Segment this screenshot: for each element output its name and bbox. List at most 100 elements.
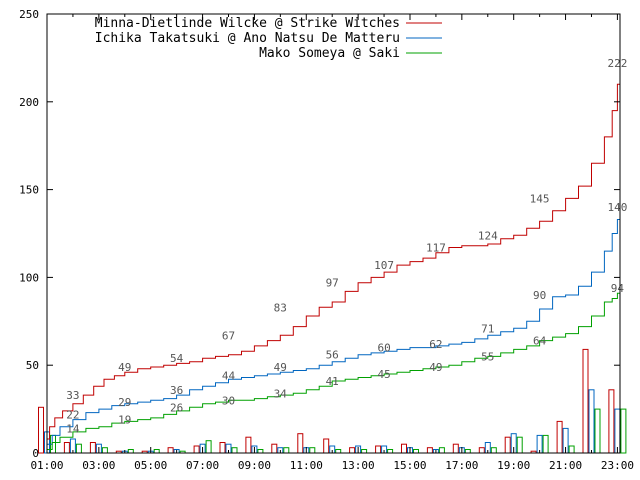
y-tick-label: 50 <box>26 359 39 372</box>
data-label: 107 <box>374 259 394 272</box>
count-bar <box>588 389 595 454</box>
data-label: 19 <box>118 414 131 427</box>
y-tick-label: 0 <box>32 447 39 460</box>
x-tick-label: 19:00 <box>497 459 530 472</box>
count-bar <box>245 436 252 454</box>
x-tick-label: 23:00 <box>601 459 634 472</box>
data-label: 33 <box>66 389 79 402</box>
count-bar <box>542 434 549 454</box>
data-label: 94 <box>611 282 625 295</box>
data-label: 55 <box>481 350 494 363</box>
count-bar <box>349 447 356 454</box>
data-label: 44 <box>222 370 236 383</box>
y-tick-label: 100 <box>19 271 39 284</box>
count-bar <box>438 447 445 454</box>
data-label: 90 <box>533 289 546 302</box>
x-tick-label: 15:00 <box>393 459 426 472</box>
data-label: 71 <box>481 322 494 335</box>
count-bar <box>205 440 212 454</box>
data-label: 97 <box>326 277 339 290</box>
count-bar <box>556 420 563 454</box>
count-bar <box>516 436 523 454</box>
count-bar <box>614 408 621 454</box>
count-bar <box>478 447 485 454</box>
count-bar <box>271 443 278 454</box>
x-tick-label: 13:00 <box>342 459 375 472</box>
count-bar <box>309 447 316 454</box>
data-label: 49 <box>118 361 131 374</box>
x-tick-label: 17:00 <box>445 459 478 472</box>
data-label: 14 <box>66 422 80 435</box>
data-label: 34 <box>274 387 288 400</box>
x-tick-label: 09:00 <box>238 459 271 472</box>
data-label: 56 <box>326 349 339 362</box>
count-bar <box>594 408 601 454</box>
data-label: 60 <box>377 342 390 355</box>
count-bar <box>426 447 433 454</box>
count-bar <box>219 442 226 454</box>
data-label: 145 <box>530 192 550 205</box>
data-label: 64 <box>533 335 547 348</box>
count-bar <box>257 449 264 454</box>
data-label: 29 <box>118 396 131 409</box>
axes: 0 50 100 150 200 250 01:00 03:00 05:00 07:00 09:00… <box>19 8 634 472</box>
data-label: 54 <box>170 352 184 365</box>
x-tick-label: 03:00 <box>82 459 115 472</box>
count-bar <box>323 438 330 454</box>
count-bar <box>375 445 382 454</box>
count-bar <box>167 447 174 454</box>
data-label: 222 <box>607 57 627 70</box>
count-bar <box>101 447 108 454</box>
series-line <box>47 63 621 440</box>
data-label: 45 <box>377 368 390 381</box>
count-bar <box>75 443 82 454</box>
x-tick-label: 07:00 <box>186 459 219 472</box>
legend-label: Minna-Dietlinde Wilcke @ Strike Witches <box>95 16 400 31</box>
count-bar <box>504 436 511 454</box>
count-bar <box>89 442 96 454</box>
count-bar <box>452 443 459 454</box>
x-tick-label: 01:00 <box>30 459 63 472</box>
data-label: 30 <box>222 394 235 407</box>
count-bar <box>413 449 419 454</box>
legend: Minna-Dietlinde Wilcke @ Strike WitchesI… <box>95 16 442 61</box>
y-tick-label: 200 <box>19 96 39 109</box>
data-label: 62 <box>429 338 442 351</box>
series-line <box>47 287 621 450</box>
count-bar <box>568 445 575 454</box>
data-label: 22 <box>66 408 79 421</box>
data-label: 83 <box>274 301 287 314</box>
legend-label: Mako Someya @ Saki <box>259 46 400 61</box>
count-bar <box>63 442 70 454</box>
count-bar <box>231 447 238 454</box>
x-tick-label: 11:00 <box>290 459 323 472</box>
y-tick-label: 150 <box>19 184 39 197</box>
count-bar <box>361 449 368 454</box>
legend-label: Ichika Takatsuki @ Ano Natsu De Matteru <box>95 31 400 46</box>
cumulative-lines <box>47 63 621 450</box>
data-label: 67 <box>222 329 235 342</box>
data-label: 140 <box>607 201 627 214</box>
series-line <box>47 207 621 445</box>
count-bar <box>283 447 290 454</box>
count-bar <box>490 447 497 454</box>
data-label: 49 <box>274 361 287 374</box>
count-bar <box>297 433 304 454</box>
count-bar <box>401 443 407 454</box>
count-bar <box>153 449 160 454</box>
data-label: 124 <box>478 229 498 242</box>
count-bar <box>38 406 44 454</box>
x-tick-label: 05:00 <box>134 459 167 472</box>
count-bar <box>608 389 615 454</box>
count-bar <box>127 449 134 454</box>
count-bar <box>620 408 627 454</box>
data-label: 117 <box>426 242 446 255</box>
x-tick-label: 21:00 <box>549 459 582 472</box>
count-bar <box>335 449 342 454</box>
y-tick-label: 250 <box>19 8 39 21</box>
count-bar <box>387 449 394 454</box>
count-bar <box>193 445 200 454</box>
data-label: 49 <box>429 361 442 374</box>
count-bar <box>464 449 471 454</box>
